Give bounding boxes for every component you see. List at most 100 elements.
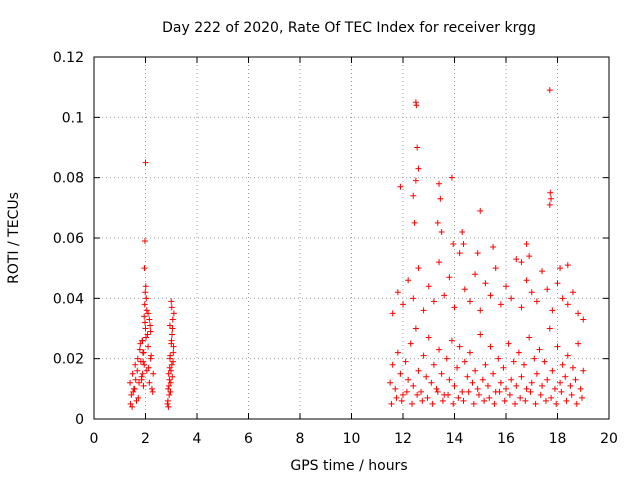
data-point [398,397,405,404]
data-point [148,352,155,359]
data-point [393,394,400,401]
data-point [578,394,585,401]
data-point [164,397,171,404]
data-point [460,241,467,248]
data-point [517,394,524,401]
data-point [546,201,553,208]
y-tick-label: 0.04 [53,291,84,307]
data-point [470,400,477,407]
data-point [466,349,473,356]
data-point [147,322,154,329]
data-point [445,391,452,398]
x-tick-label: 20 [600,431,618,447]
data-point [479,376,486,383]
x-tick-label: 12 [394,431,412,447]
data-point [166,322,173,329]
data-point [397,183,404,190]
data-point [461,358,468,365]
data-point [573,400,580,407]
data-point [146,316,153,323]
data-point [508,295,515,302]
data-point [136,379,143,386]
data-point [142,159,149,166]
data-point [487,343,494,350]
data-point [559,361,566,368]
data-point [128,391,135,398]
data-point [557,379,564,386]
data-point [443,355,450,362]
data-point [414,391,421,398]
data-point [518,373,525,380]
data-point [433,385,440,392]
data-point [523,385,530,392]
data-point [138,376,145,383]
data-point [482,361,489,368]
data-point [169,316,176,323]
data-point [424,394,431,401]
data-point [515,349,522,356]
data-point [148,385,155,392]
data-point [409,400,416,407]
data-point [580,316,587,323]
x-tick-label: 18 [549,431,567,447]
y-tick-label: 0.02 [53,352,84,368]
data-point [167,352,174,359]
data-point [425,334,432,341]
data-point [503,385,509,392]
data-point [441,292,448,299]
data-point [141,238,148,245]
data-point [544,286,551,293]
data-point [166,376,173,383]
data-point [407,340,414,347]
x-axis-label: GPS time / hours [290,458,407,474]
data-point [562,373,569,380]
data-point [577,385,584,392]
data-point [559,295,566,302]
data-point [474,250,481,257]
data-point [420,307,427,314]
data-point [170,343,177,350]
data-point [513,382,520,389]
data-point [434,219,441,226]
data-point [456,250,463,257]
axis-ticks: 0 2 4 6 8 10 12 14 16 18 20 0 0.02 0.04 0.06 0.08 0.1 0.1… [53,50,618,447]
data-point [434,388,441,395]
data-point [143,367,150,374]
data-point [438,370,445,377]
data-point [144,331,151,338]
data-point [546,325,553,332]
data-point [430,298,437,305]
data-point [141,301,148,308]
data-point [387,379,394,386]
data-point [477,307,484,314]
data-point [531,355,538,362]
data-point [521,361,528,368]
data-point [134,367,141,374]
data-point [143,307,150,314]
data-point [143,334,150,341]
data-point [465,388,472,395]
data-point [450,400,457,407]
data-point [142,283,149,290]
data-point [474,385,481,392]
data-point [533,298,540,305]
data-point [415,165,422,172]
x-tick-label: 4 [193,431,202,447]
data-point [564,262,571,269]
data-point [492,265,499,272]
data-point [548,195,555,202]
data-point [394,289,401,296]
y-tick-label: 0.1 [62,110,84,126]
data-point [495,355,502,362]
data-point [397,370,404,377]
data-point [170,358,177,365]
data-point [415,265,422,272]
data-point [165,382,172,389]
data-point [518,259,525,266]
data-point [456,343,463,350]
data-point [472,271,479,278]
data-point [564,352,571,359]
data-point [527,388,534,395]
